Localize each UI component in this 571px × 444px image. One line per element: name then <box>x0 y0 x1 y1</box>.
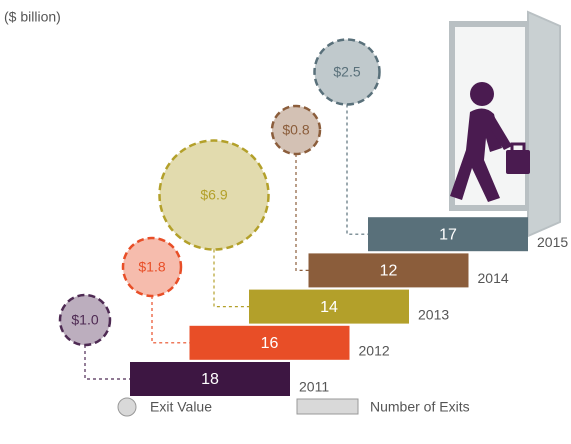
year-label: 2014 <box>478 270 509 286</box>
legend-label: Number of Exits <box>370 399 470 415</box>
bar-label: 18 <box>201 371 219 388</box>
year-label: 2013 <box>418 306 449 322</box>
chart: ($ billion) $1.0 18 2011 $1.8 16 2012 $6.9 14 20… <box>0 0 571 444</box>
bar-label: 16 <box>261 335 279 352</box>
connector <box>347 105 368 235</box>
legend: Exit Value Number of Exits <box>118 398 470 416</box>
year-label: 2012 <box>359 343 390 359</box>
bubble-label: $0.8 <box>282 122 309 138</box>
connector <box>296 154 309 270</box>
legend-swatch <box>297 399 358 414</box>
legend-swatch <box>118 398 136 416</box>
connector <box>152 296 190 343</box>
bubble-label: $1.8 <box>138 259 165 275</box>
bubble-label: $6.9 <box>200 187 227 203</box>
connector <box>85 345 130 379</box>
bubble-label: $2.5 <box>333 64 360 80</box>
bar-label: 14 <box>320 299 338 316</box>
legend-label: Exit Value <box>150 399 212 415</box>
door-illustration <box>450 12 560 236</box>
chart-subtitle: ($ billion) <box>4 9 61 25</box>
year-label: 2015 <box>537 234 568 250</box>
connector <box>214 250 249 307</box>
year-label: 2011 <box>299 379 329 395</box>
bar-label: 12 <box>380 263 398 280</box>
bar-label: 17 <box>439 226 457 243</box>
bubble-label: $1.0 <box>71 312 98 328</box>
